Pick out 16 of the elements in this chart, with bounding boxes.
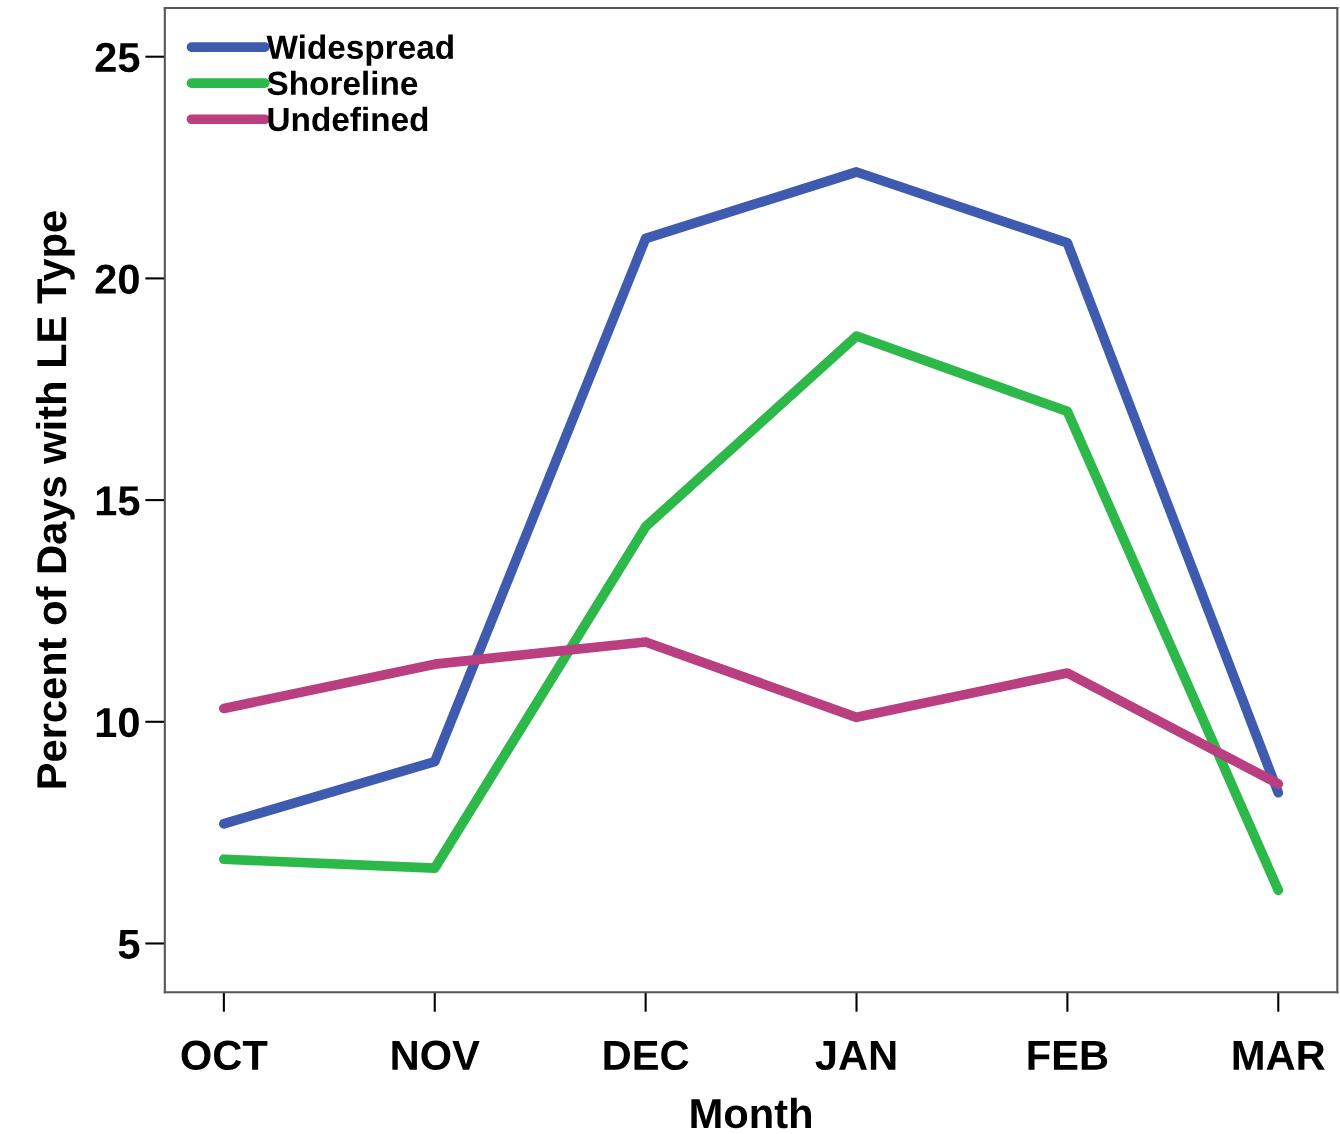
x-tick-label: NOV: [392, 1040, 480, 1071]
x-tick-label: FEB: [1028, 1041, 1108, 1070]
y-tick-label: 20: [95, 264, 139, 294]
y-tick-label: 15: [96, 486, 140, 516]
x-tick-label: MAR: [1233, 1041, 1325, 1070]
y-tick-label: 25: [95, 42, 140, 73]
legend-label: Undefined: [268, 106, 428, 132]
x-tick-label: DEC: [604, 1040, 689, 1071]
y-axis-title: Percent of Days with LE Type: [35, 211, 75, 788]
y-tick-label: 10: [96, 707, 139, 738]
legend-label: Widespread: [266, 34, 453, 66]
x-tick-label: JAN: [815, 1041, 896, 1071]
legend-label: Shoreline: [267, 70, 418, 96]
x-tick-label: OCT: [181, 1040, 268, 1071]
y-tick-label: 5: [118, 929, 140, 959]
x-axis-title: Month: [691, 1097, 811, 1129]
